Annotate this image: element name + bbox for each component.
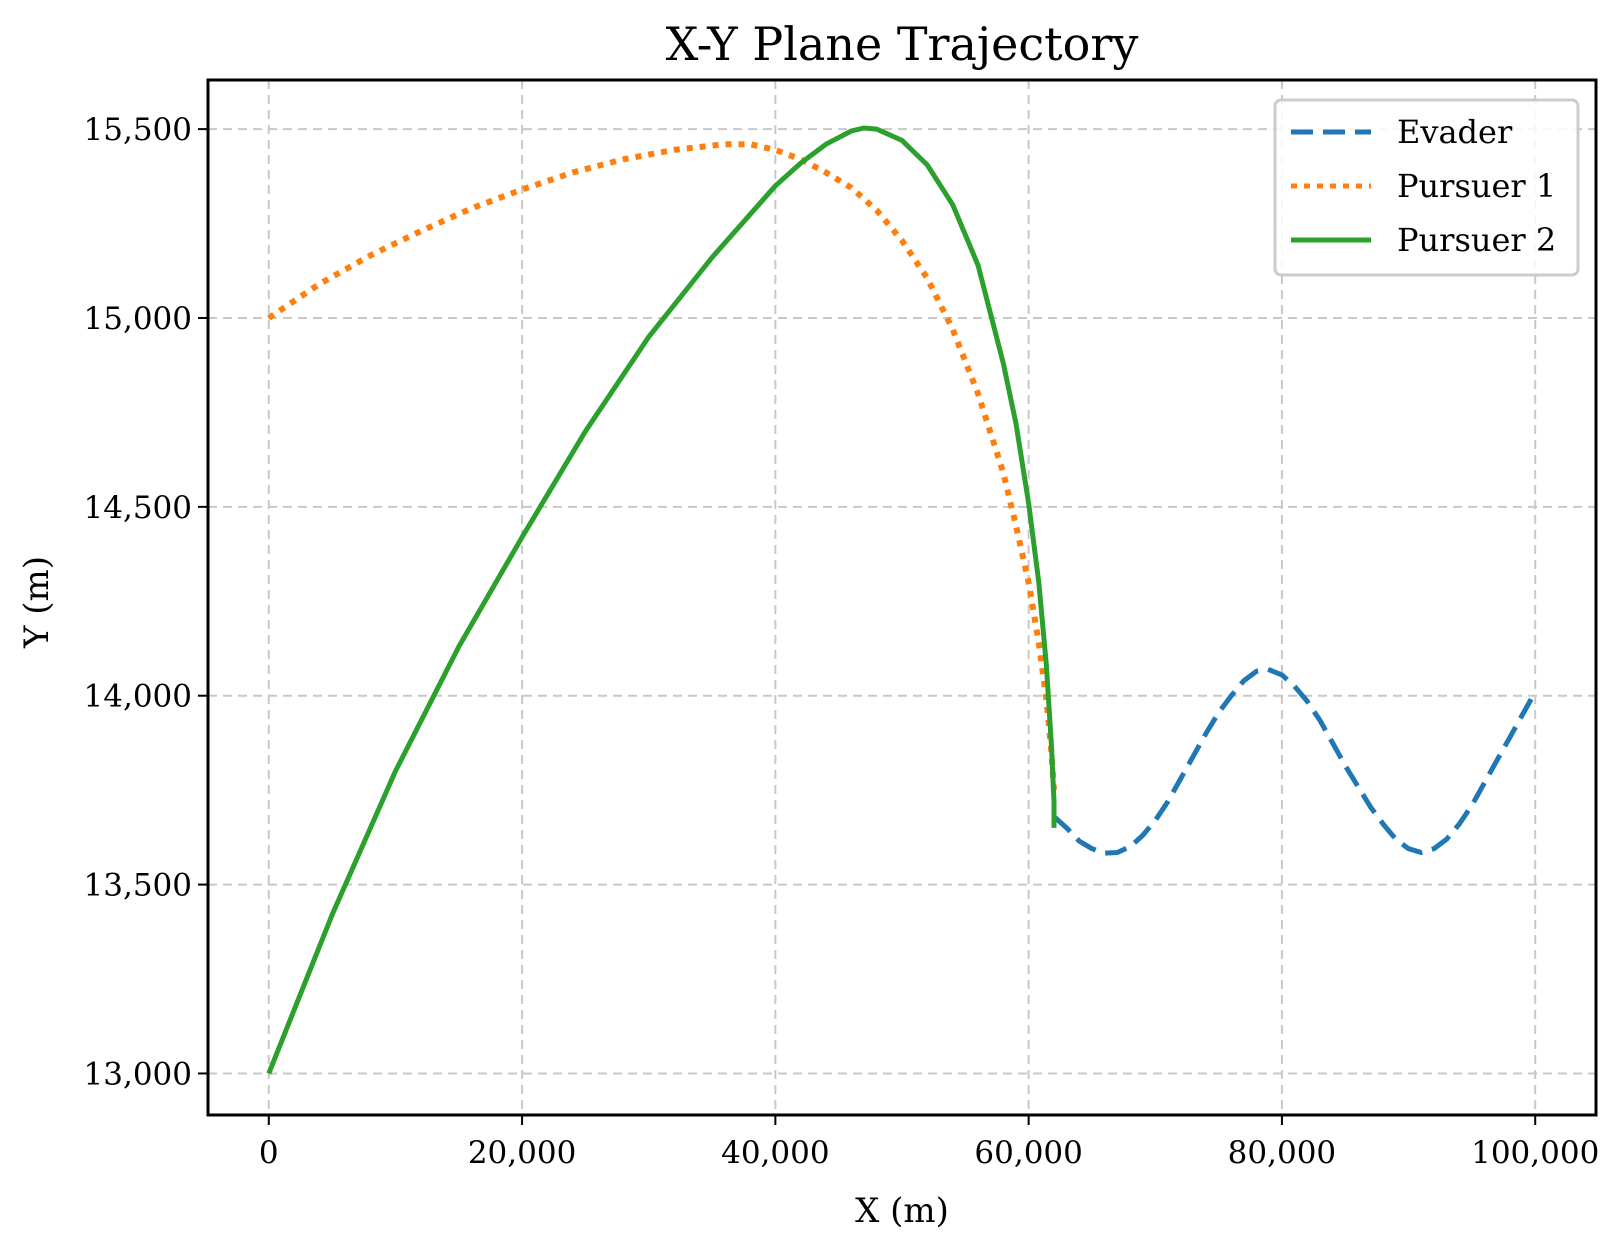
legend-box bbox=[1273, 98, 1580, 277]
x-axis-label: X (m) bbox=[855, 1191, 949, 1231]
legend-label: Pursuer 1 bbox=[1397, 167, 1556, 205]
y-tick-label: 13,500 bbox=[84, 868, 192, 904]
x-tick-label: 0 bbox=[259, 1135, 279, 1171]
chart-title: X-Y Plane Trajectory bbox=[666, 17, 1139, 71]
y-tick-label: 15,000 bbox=[84, 301, 192, 337]
x-tick-label: 20,000 bbox=[468, 1135, 576, 1171]
x-tick-label: 80,000 bbox=[1228, 1135, 1336, 1171]
grid-layer bbox=[208, 80, 1596, 1115]
x-tick-label: 40,000 bbox=[721, 1135, 829, 1171]
y-tick-label: 13,000 bbox=[84, 1056, 192, 1092]
series-layer bbox=[266, 125, 1538, 1075]
x-tick-label: 100,000 bbox=[1471, 1135, 1599, 1171]
y-tick-label: 14,500 bbox=[84, 490, 192, 526]
series-line-pursuer-1 bbox=[267, 141, 1057, 791]
axes-layer: 0 20,000 40,000 60,000 80,000 100,000 13,000 13… bbox=[84, 78, 1599, 1171]
y-tick-label: 14,000 bbox=[84, 679, 192, 715]
legend-label: Pursuer 2 bbox=[1397, 221, 1556, 259]
x-tick-label: 60,000 bbox=[974, 1135, 1082, 1171]
legend: Evader Pursuer 1 Pursuer 2 bbox=[1273, 98, 1580, 277]
series-line-pursuer-2 bbox=[266, 125, 1057, 1075]
plot-frame bbox=[206, 78, 1598, 1117]
legend-label: Evader bbox=[1397, 113, 1513, 151]
y-tick-label: 15,500 bbox=[84, 112, 192, 148]
y-axis-label: Y (m) bbox=[17, 556, 57, 649]
